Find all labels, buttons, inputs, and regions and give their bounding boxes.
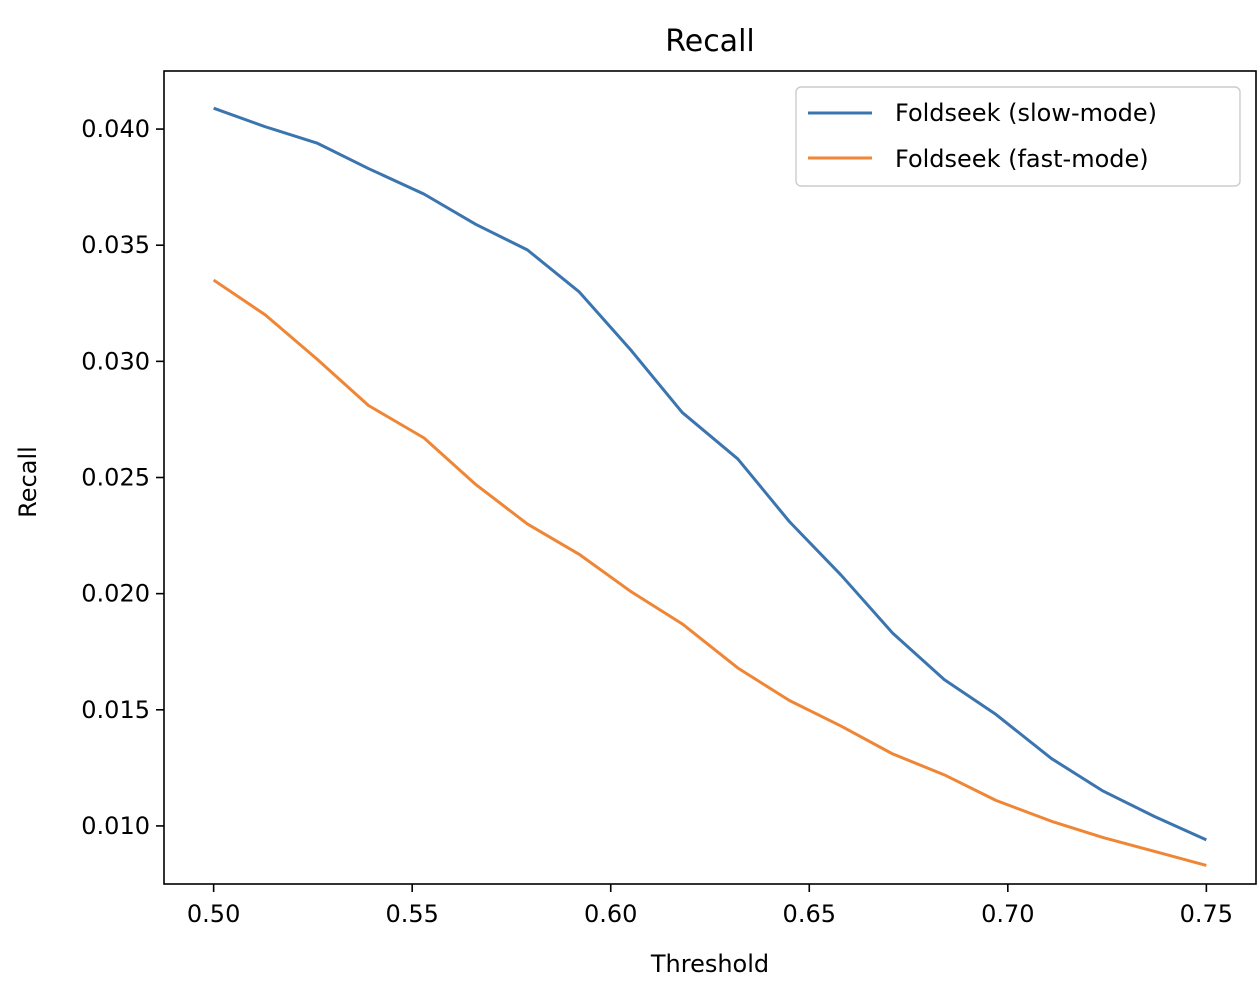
y-tick-label: 0.030 (81, 347, 150, 375)
y-tick-label: 0.020 (81, 580, 150, 608)
y-tick-label: 0.040 (81, 115, 150, 143)
legend-box (795, 86, 1241, 187)
y-axis-title: Recall (14, 446, 42, 518)
legend: Foldseek (slow-mode) Foldseek (fast-mode… (795, 86, 1241, 187)
y-axis: 0.010 0.015 0.020 0.025 0.030 0.035 0.040 (81, 115, 164, 840)
y-tick-label: 0.025 (81, 464, 150, 492)
y-tick-label: 0.015 (81, 696, 150, 724)
plot-frame (163, 70, 1257, 885)
legend-label-fast: Foldseek (fast-mode) (895, 145, 1149, 173)
x-tick-label: 0.60 (584, 900, 637, 928)
plot-area (212, 106, 1207, 867)
x-tick-label: 0.50 (187, 900, 240, 928)
x-axis-title: Threshold (650, 950, 769, 978)
y-tick-label: 0.035 (81, 231, 150, 259)
series-line-slow-mode (213, 106, 1207, 842)
x-tick-label: 0.55 (385, 900, 438, 928)
x-tick-label: 0.70 (981, 900, 1034, 928)
y-tick-label: 0.010 (81, 812, 150, 840)
x-tick-label: 0.65 (783, 900, 836, 928)
x-tick-label: 0.75 (1180, 900, 1233, 928)
legend-label-slow: Foldseek (slow-mode) (895, 99, 1157, 127)
x-axis: 0.50 0.55 0.60 0.65 0.70 0.75 (187, 884, 1233, 928)
chart-title: Recall (665, 24, 755, 59)
series-line-fast-mode (212, 278, 1207, 867)
